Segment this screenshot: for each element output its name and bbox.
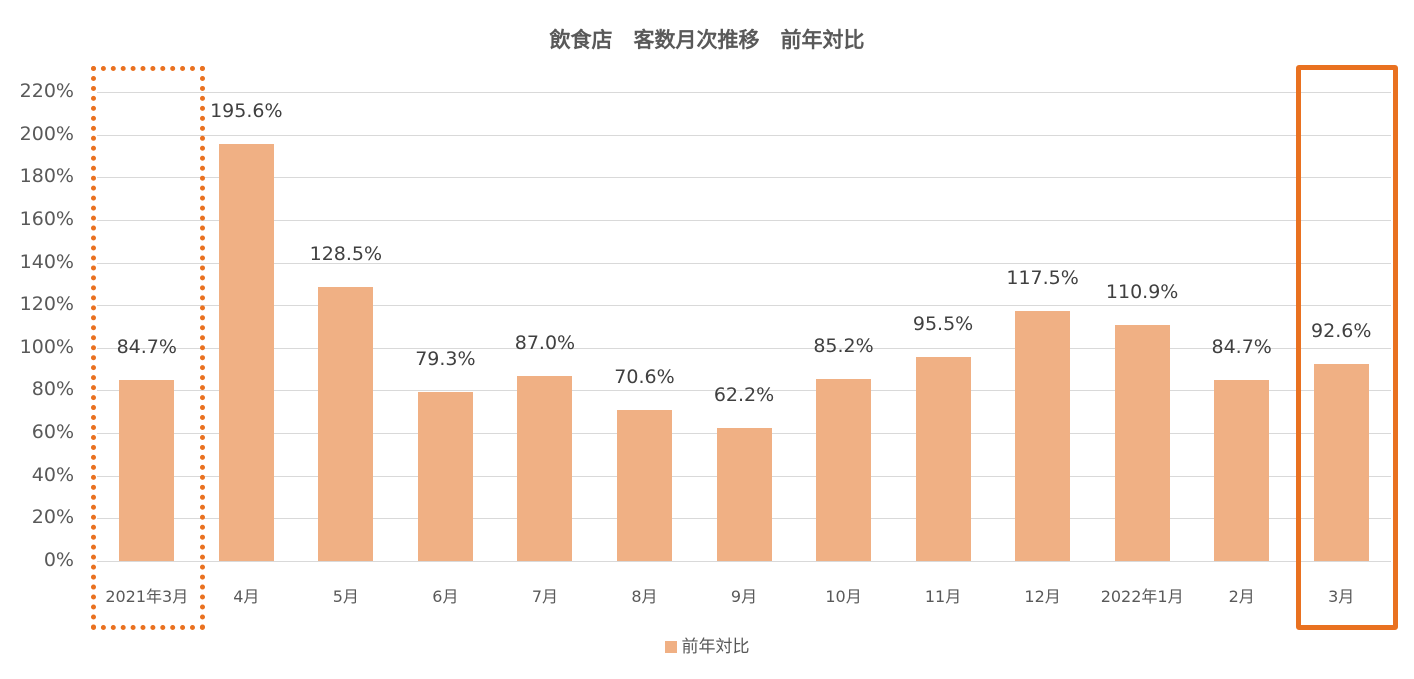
bar	[816, 379, 872, 561]
data-label: 195.6%	[210, 100, 283, 123]
legend-swatch-icon	[664, 641, 677, 653]
x-tick-label: 4月	[233, 587, 260, 606]
gridline	[97, 348, 1391, 349]
bar	[1313, 363, 1369, 561]
x-tick-label: 2022年1月	[1100, 587, 1184, 606]
gridline	[97, 135, 1391, 136]
legend-label: 前年対比	[681, 637, 750, 657]
bar	[915, 357, 971, 561]
data-label: 110.9%	[1105, 280, 1179, 303]
x-tick-label: 3月	[1328, 587, 1355, 606]
y-tick-label: 0%	[43, 549, 74, 571]
x-tick-label: 2月	[1228, 587, 1255, 606]
y-tick-label: 160%	[19, 208, 74, 230]
y-tick-label: 60%	[31, 421, 74, 443]
y-tick-label: 100%	[19, 336, 74, 358]
data-label: 70.6%	[614, 366, 675, 389]
x-tick-label: 7月	[531, 587, 559, 606]
y-tick-label: 20%	[31, 506, 74, 528]
highlight-box-start	[91, 66, 205, 630]
data-label: 92.6%	[1311, 319, 1372, 342]
bar	[1214, 380, 1270, 561]
data-label: 62.2%	[713, 384, 775, 407]
x-tick-label: 9月	[730, 587, 758, 606]
y-tick-label: 180%	[19, 165, 74, 187]
x-tick-label: 12月	[1024, 587, 1061, 606]
bar	[119, 380, 175, 561]
data-label: 84.7%	[116, 336, 177, 359]
x-tick-label: 11月	[924, 587, 962, 606]
gridline	[97, 305, 1391, 306]
chart-title: 飲食店 客数月次推移 前年対比	[549, 28, 865, 52]
y-tick-label: 120%	[19, 293, 74, 315]
data-label: 95.5%	[912, 313, 974, 336]
y-tick-label: 80%	[31, 378, 74, 400]
gridline	[97, 561, 1391, 562]
bar	[616, 410, 672, 561]
x-tick-label: 6月	[432, 587, 459, 606]
data-label: 85.2%	[813, 335, 874, 358]
y-tick-label: 200%	[19, 123, 74, 145]
highlight-box-end	[1296, 65, 1398, 630]
data-label: 79.3%	[415, 347, 476, 370]
gridline	[97, 390, 1391, 391]
bar	[417, 391, 473, 561]
bar	[1114, 324, 1170, 561]
y-tick-label: 40%	[31, 464, 74, 486]
data-label: 117.5%	[1006, 266, 1079, 289]
gridline	[97, 92, 1391, 93]
y-tick-label: 140%	[19, 251, 74, 273]
x-tick-label: 5月	[332, 587, 359, 606]
bar	[716, 428, 772, 561]
bar	[318, 287, 374, 561]
data-label: 87.0%	[514, 331, 576, 354]
data-label: 128.5%	[309, 243, 383, 266]
x-tick-label: 10月	[825, 587, 862, 606]
gridline	[97, 177, 1391, 178]
y-tick-label: 220%	[19, 80, 74, 102]
data-label: 84.7%	[1211, 336, 1272, 359]
bar	[1015, 310, 1071, 561]
gridline	[97, 220, 1391, 221]
bar	[218, 144, 274, 561]
x-tick-label: 2021年3月	[105, 587, 189, 606]
x-tick-label: 8月	[631, 587, 658, 606]
legend: 前年対比	[0, 632, 1414, 657]
gridline	[97, 263, 1391, 264]
bar	[517, 375, 573, 561]
